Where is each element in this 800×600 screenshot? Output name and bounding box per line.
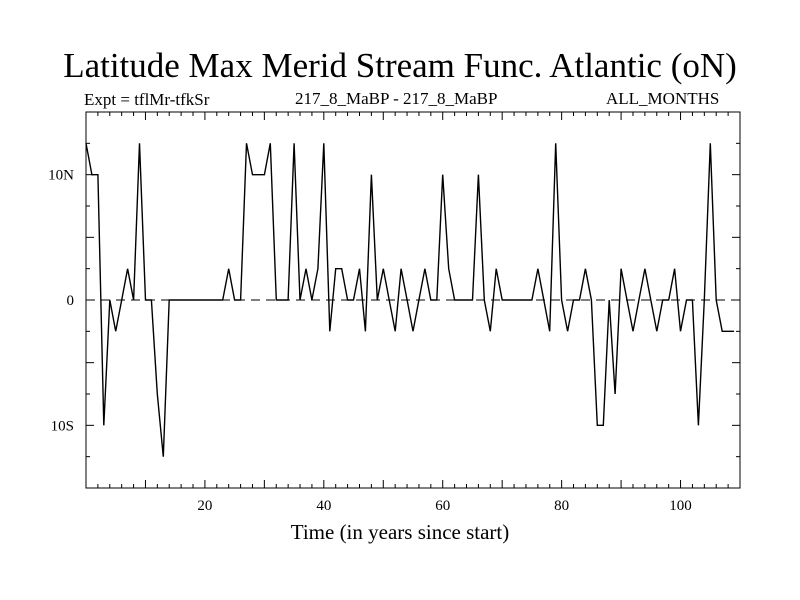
y-tick-label: 10N: [48, 168, 74, 184]
x-tick-label: 40: [316, 498, 331, 514]
x-tick-label: 100: [669, 498, 692, 514]
x-tick-label: 80: [554, 498, 569, 514]
series-line: [85, 143, 735, 457]
y-tick-label: 0: [67, 293, 75, 309]
months-label: ALL_MONTHS: [606, 89, 720, 108]
run-comparison-label: 217_8_MaBP - 217_8_MaBP: [295, 89, 498, 108]
y-tick-label: 10S: [51, 418, 74, 434]
experiment-label: Expt = tflMr-tfkSr: [84, 90, 210, 109]
x-tick-label: 60: [435, 498, 450, 514]
x-axis-label: Time (in years since start): [290, 520, 510, 544]
x-tick-label: 20: [197, 498, 212, 514]
chart-title: Latitude Max Merid Stream Func. Atlantic…: [63, 46, 737, 85]
